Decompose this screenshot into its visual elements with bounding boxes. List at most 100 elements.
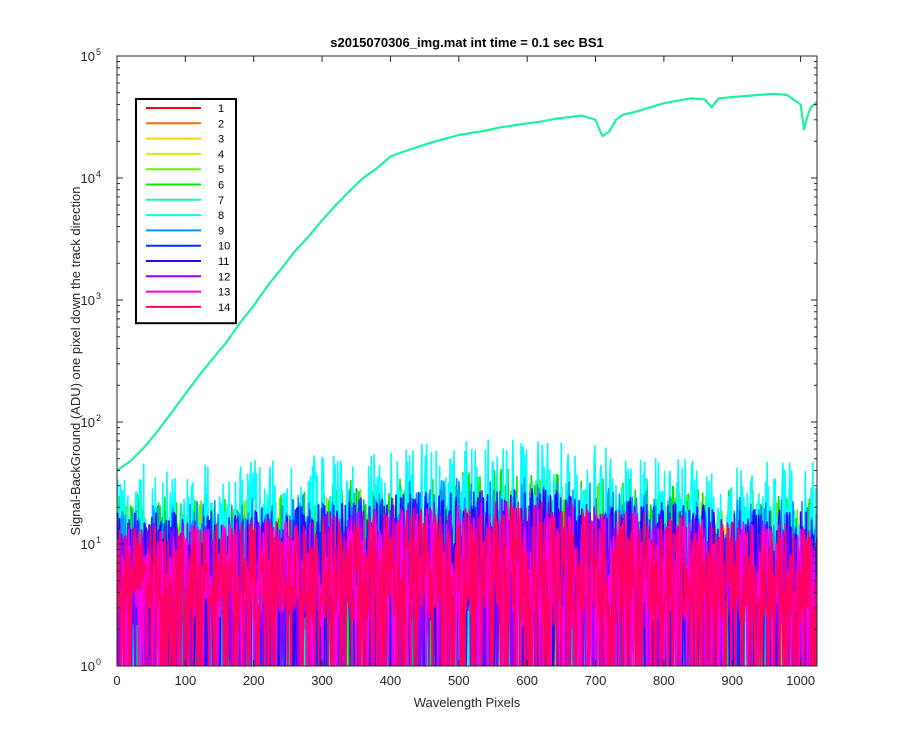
x-tick-label: 1000 (786, 673, 815, 688)
series-point-7 (225, 341, 228, 344)
legend-label-13: 13 (218, 287, 230, 299)
y-tick-label: 10 (81, 171, 95, 186)
series-point-7 (553, 118, 556, 120)
series-point-7 (417, 146, 419, 148)
series-point-7 (170, 411, 173, 414)
series-point-7 (266, 285, 269, 287)
series-point-7 (594, 119, 597, 121)
series-point-7 (129, 460, 132, 462)
legend-label-1: 1 (218, 103, 224, 115)
series-point-7 (710, 106, 713, 109)
series-point-7 (690, 97, 692, 100)
series-point-7 (581, 114, 583, 117)
x-tick-label: 400 (380, 673, 402, 688)
series-point-7 (615, 119, 617, 121)
legend-label-7: 7 (218, 195, 224, 207)
series-point-7 (758, 94, 761, 96)
series-point-7 (307, 235, 310, 238)
series-point-7 (485, 129, 487, 132)
x-tick-label: 500 (448, 673, 470, 688)
series-point-7 (704, 98, 706, 101)
series-point-7 (157, 429, 159, 432)
series-point-7 (184, 393, 187, 395)
series-point-7 (471, 131, 474, 134)
series-point-7 (211, 357, 214, 360)
series-point-7 (810, 106, 812, 109)
y-tick-label: 10 (81, 293, 95, 308)
legend-label-4: 4 (218, 149, 224, 161)
series-point-7 (663, 102, 665, 104)
series-point-7 (608, 130, 610, 133)
x-tick-label: 300 (311, 673, 333, 688)
series-point-7 (540, 120, 542, 123)
series-point-7 (799, 103, 802, 106)
legend-label-12: 12 (218, 271, 230, 283)
legend-label-6: 6 (218, 180, 224, 192)
series-point-7 (526, 122, 528, 125)
series-point-7 (786, 94, 788, 96)
legend-label-5: 5 (218, 164, 224, 176)
series-point-7 (676, 99, 679, 102)
y-tick-exponent: 1 (96, 535, 101, 545)
series-point-7 (601, 135, 604, 137)
series-point-7 (803, 128, 805, 131)
series-point-7 (362, 177, 364, 179)
series-point-7 (293, 250, 296, 253)
x-axis-label: Wavelength Pixels (414, 695, 521, 710)
series-point-7 (376, 167, 378, 170)
series-point-7 (512, 124, 515, 127)
series-point-7 (622, 113, 624, 116)
series-point-7 (806, 115, 809, 118)
legend-label-8: 8 (218, 210, 224, 222)
series-point-7 (321, 219, 323, 222)
series-point-7 (745, 95, 747, 97)
series-point-7 (731, 96, 733, 98)
series-line-14 (117, 501, 817, 666)
legend-label-10: 10 (218, 241, 230, 253)
series-point-7 (280, 268, 282, 270)
y-tick-label: 10 (81, 659, 95, 674)
y-tick-label: 10 (81, 415, 95, 430)
chart-title: s2015070306_img.mat int time = 0.1 sec B… (330, 35, 604, 50)
x-tick-label: 800 (653, 673, 675, 688)
legend-box (135, 98, 237, 325)
legend-label-11: 11 (218, 256, 229, 268)
series-point-7 (403, 150, 405, 153)
legend-label-3: 3 (218, 134, 224, 146)
signal-series-layer (117, 92, 817, 472)
y-tick-label: 10 (81, 537, 95, 552)
y-tick-exponent: 5 (96, 47, 101, 57)
series-point-7 (335, 204, 337, 206)
legend-label-9: 9 (218, 225, 224, 237)
y-tick-exponent: 3 (96, 291, 101, 301)
series-point-7 (348, 190, 351, 192)
plot-frame (116, 55, 818, 667)
y-tick-exponent: 0 (96, 657, 101, 667)
y-tick-exponent: 2 (96, 413, 101, 423)
series-point-7 (772, 93, 775, 95)
series-point-7 (143, 446, 146, 449)
series-point-7 (252, 304, 255, 307)
y-tick-exponent: 4 (96, 169, 101, 179)
series-point-7 (239, 322, 241, 324)
x-tick-label: 200 (243, 673, 265, 688)
x-tick-label: 0 (113, 673, 120, 688)
series-point-7 (198, 374, 200, 377)
series-point-7 (717, 97, 720, 100)
y-axis-label: Signal-BackGround (ADU) one pixel down t… (68, 186, 83, 535)
series-point-7 (458, 134, 460, 136)
y-tick-label: 10 (81, 49, 95, 64)
legend-label-2: 2 (218, 118, 224, 130)
series-point-7 (649, 106, 651, 109)
series-point-7 (430, 141, 433, 144)
series-point-7 (499, 126, 501, 129)
x-tick-label: 700 (585, 673, 607, 688)
series-point-7 (389, 155, 392, 158)
series-point-7 (635, 110, 638, 113)
x-tick-label: 100 (175, 673, 197, 688)
x-tick-label: 900 (721, 673, 743, 688)
series-point-7 (567, 116, 569, 118)
